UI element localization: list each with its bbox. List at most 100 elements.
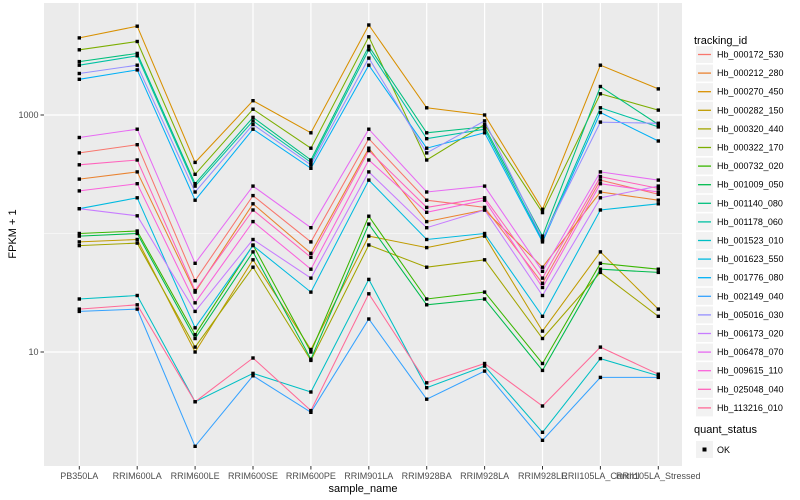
data-point (309, 158, 313, 162)
data-point (135, 303, 139, 307)
legend-label: Hb_000270_450 (717, 87, 784, 97)
data-point (77, 307, 81, 311)
data-point (367, 146, 371, 150)
x-tick-label: PB350LA (60, 471, 98, 481)
data-point (656, 202, 660, 206)
legend-label: Hb_006478_070 (717, 347, 784, 357)
legend-label: Hb_001178_060 (717, 217, 783, 227)
data-point (598, 190, 603, 194)
data-point (540, 265, 545, 269)
data-point (309, 240, 313, 244)
legend-label: Hb_001140_080 (717, 198, 783, 208)
data-point (135, 231, 139, 236)
data-point (251, 99, 255, 103)
data-point (598, 196, 603, 200)
data-point (656, 267, 660, 271)
legend-entry-Hb_001178_060: Hb_001178_060 (696, 213, 783, 231)
data-point (309, 267, 313, 271)
data-point (598, 120, 603, 124)
data-point (309, 160, 313, 165)
data-point (367, 48, 371, 52)
data-point (482, 113, 487, 117)
legend-entry-Hb_000320_440: Hb_000320_440 (696, 120, 784, 138)
data-point (367, 243, 371, 247)
data-point (367, 44, 371, 48)
y-tick-label: 1000 (18, 110, 38, 120)
legend-title-tracking-id: tracking_id (694, 35, 747, 47)
legend-label: Hb_000320_440 (717, 124, 784, 134)
data-point (309, 290, 313, 294)
legend-label: Hb_000172_530 (717, 50, 784, 60)
data-point (540, 234, 545, 238)
data-point (598, 270, 603, 275)
data-point (482, 290, 487, 294)
data-point (193, 345, 197, 349)
data-point (309, 276, 313, 280)
legend-entry-Hb_001523_010: Hb_001523_010 (696, 232, 784, 249)
data-point (251, 250, 255, 254)
data-point (251, 356, 255, 360)
data-point (540, 314, 545, 318)
data-point (251, 219, 255, 224)
data-point (482, 258, 487, 262)
legend-label: Hb_006173_020 (717, 329, 784, 339)
data-point (656, 314, 660, 318)
legend-label: Hb_001776_080 (717, 273, 784, 283)
data-point (598, 345, 603, 349)
legend-label: Hb_001523_010 (717, 236, 784, 246)
data-point (135, 182, 139, 186)
data-point (193, 261, 197, 265)
data-point (540, 207, 545, 211)
legend-entry-Hb_025048_040: Hb_025048_040 (696, 380, 784, 398)
data-point (367, 63, 371, 67)
data-point (135, 241, 139, 245)
data-point (77, 177, 81, 181)
data-point (367, 127, 371, 131)
legend-label: Hb_001623_550 (717, 254, 784, 264)
data-point (482, 196, 487, 200)
data-point (251, 258, 255, 262)
data-point (540, 336, 545, 341)
data-point (367, 170, 371, 174)
data-point (425, 245, 429, 250)
data-point (135, 307, 139, 311)
data-point (251, 208, 255, 212)
data-point (135, 237, 139, 242)
data-point (598, 261, 603, 265)
data-point (482, 231, 487, 236)
data-point (425, 219, 429, 224)
data-point (135, 63, 139, 67)
data-point (482, 208, 487, 212)
data-point (193, 350, 197, 354)
data-point (598, 84, 603, 89)
x-tick-label: RRIM928LE (518, 471, 567, 481)
data-point (540, 237, 545, 241)
data-point (367, 214, 371, 218)
data-point (77, 243, 81, 248)
data-point (540, 240, 545, 244)
data-point (540, 269, 545, 273)
data-point (367, 23, 371, 27)
data-point (77, 135, 81, 140)
data-point (540, 293, 545, 298)
data-point (251, 107, 255, 111)
data-point (251, 122, 255, 127)
y-axis-title: FPKM + 1 (7, 209, 19, 258)
legend-entry-Hb_000172_530: Hb_000172_530 (696, 46, 784, 63)
data-point (367, 292, 371, 296)
legend-entry-Hb_009615_110: Hb_009615_110 (696, 362, 783, 380)
data-point (309, 131, 313, 135)
legend-label: Hb_000282_150 (717, 105, 784, 115)
data-point (482, 184, 487, 188)
data-point (193, 444, 197, 448)
data-point (251, 193, 255, 198)
data-point (425, 137, 429, 141)
legend-entry-Hb_000282_150: Hb_000282_150 (696, 101, 784, 119)
data-point (425, 303, 429, 307)
data-point (135, 54, 139, 58)
data-point (77, 189, 81, 193)
data-point (367, 148, 371, 153)
data-point (482, 122, 487, 127)
data-point (598, 250, 603, 254)
